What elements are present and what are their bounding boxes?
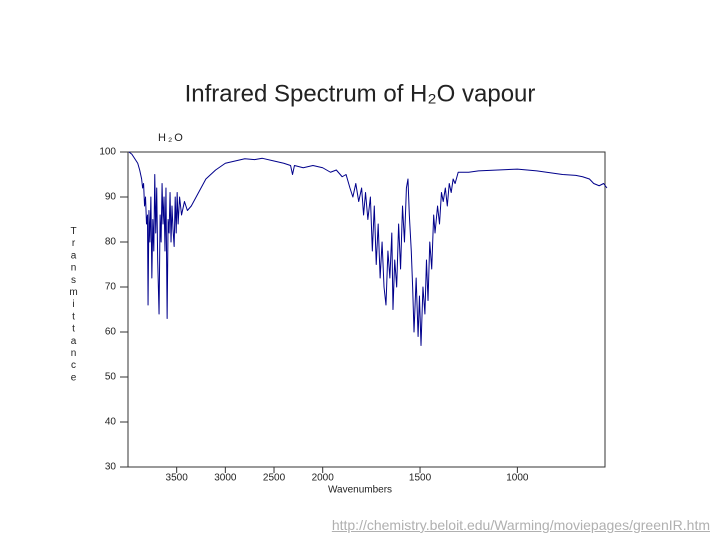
x-axis-label: Wavenumbers: [328, 485, 392, 496]
x-tick-label: 3000: [214, 473, 237, 484]
x-tick-label: 2000: [312, 473, 335, 484]
y-tick-label: 50: [105, 372, 117, 383]
y-tick-label: 40: [105, 417, 117, 428]
x-tick-label: 1500: [409, 473, 432, 484]
spectrum-line: [128, 151, 608, 346]
plot-frame: [127, 151, 606, 468]
y-axis-label: Transmittance: [68, 226, 79, 385]
x-tick-label: 2500: [263, 473, 286, 484]
annotation: H₂O: [158, 132, 185, 144]
x-tick-label: 3500: [166, 473, 189, 484]
y-tick-label: 60: [105, 327, 117, 338]
y-tick-label: 80: [105, 237, 117, 248]
y-tick-label: 30: [105, 462, 117, 473]
y-tick-label: 90: [105, 192, 117, 203]
chart-title: Infrared Spectrum of H₂O vapour: [185, 80, 536, 107]
y-tick-label: 70: [105, 282, 117, 293]
y-tick-label: 100: [99, 147, 116, 158]
x-tick-label: 1000: [506, 473, 529, 484]
source-link[interactable]: http://chemistry.beloit.edu/Warming/movi…: [331, 517, 710, 533]
